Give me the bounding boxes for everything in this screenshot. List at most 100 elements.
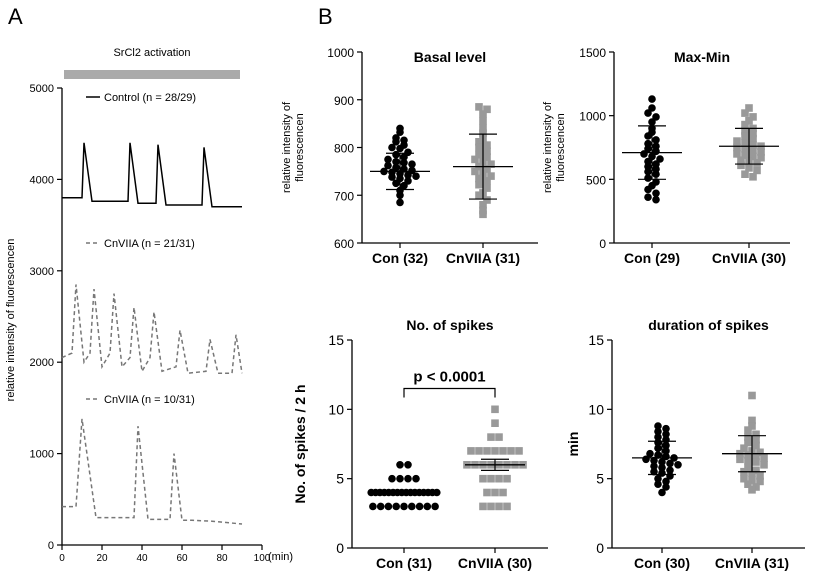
trace-series — [61, 142, 243, 525]
data-point — [404, 171, 412, 179]
plot-y-axis-label: relative intensity offluorescencen — [542, 101, 567, 193]
data-point — [495, 474, 503, 483]
y-axis-label-line: No. of spikes / 2 h — [292, 384, 308, 503]
data-point — [741, 170, 749, 178]
data-point — [369, 502, 377, 511]
data-point — [652, 136, 660, 144]
trace-y-tick-label: 0 — [48, 540, 54, 552]
plot-y-tick-label: 700 — [334, 189, 354, 203]
trace-x-axis-unit: (min) — [268, 551, 293, 563]
spike-duration-plot: duration of spikes min 0 5 10 15 Con (30) CnVII… — [565, 317, 805, 571]
data-point — [736, 455, 744, 464]
data-point — [483, 141, 491, 149]
data-point — [644, 174, 652, 182]
plot-y-tick-label: 0 — [336, 540, 344, 556]
data-point — [662, 483, 670, 491]
data-point — [741, 132, 749, 140]
data-point — [479, 502, 487, 511]
data-point — [748, 422, 756, 430]
data-point — [644, 145, 652, 153]
data-point — [650, 462, 658, 471]
plot-title: Max-Min — [674, 49, 730, 65]
group-label: Con (29) — [624, 250, 680, 266]
data-point — [749, 113, 757, 121]
data-point — [396, 191, 404, 200]
plot-y-tick-label: 0 — [596, 540, 604, 556]
data-point — [491, 447, 499, 455]
data-point — [752, 458, 760, 466]
group-label: Con (31) — [376, 555, 432, 571]
data-point — [744, 438, 752, 447]
plot-y-tick-label: 500 — [586, 173, 606, 187]
data-point — [748, 416, 756, 425]
plot-y-tick-label: 5 — [336, 471, 344, 487]
group-label: Con (32) — [372, 250, 428, 266]
y-axis-label-line: relative intensity of — [542, 101, 554, 193]
data-point — [644, 185, 652, 194]
data-point — [674, 461, 682, 469]
data-point — [507, 447, 515, 455]
group-label: CnVIIA (30) — [458, 555, 532, 571]
data-point — [642, 455, 650, 464]
trace-y-tick-label: 5000 — [30, 83, 54, 95]
data-point — [760, 454, 768, 462]
data-point — [471, 167, 479, 176]
data-point — [479, 201, 487, 209]
data-point — [396, 144, 404, 153]
data-point — [749, 152, 757, 161]
data-point — [392, 179, 400, 188]
data-point — [487, 502, 495, 511]
data-point — [388, 143, 396, 152]
data-point — [749, 146, 757, 154]
data-point — [479, 474, 487, 483]
plot-y-tick-label: 5 — [596, 471, 604, 487]
plot-y-tick-label: 15 — [588, 332, 604, 348]
data-point — [483, 196, 491, 204]
data-point — [388, 474, 396, 483]
data-point — [400, 159, 408, 167]
group-label: CnVIIA (31) — [715, 555, 789, 571]
significance-bracket — [403, 387, 496, 398]
data-point — [640, 150, 648, 158]
data-point — [479, 210, 487, 219]
plot-y-axis-label: min — [565, 432, 581, 457]
data-point — [741, 120, 749, 129]
plot-y-axis-label: No. of spikes / 2 h — [292, 384, 308, 503]
data-point — [483, 447, 491, 455]
data-point — [744, 480, 752, 488]
data-point — [749, 134, 757, 143]
trace-panel: SrCl2 activation relative intensity of f… — [5, 47, 293, 564]
data-point — [433, 488, 441, 497]
data-point — [412, 474, 420, 483]
data-point — [652, 195, 660, 204]
trace-y-tick-label: 4000 — [30, 174, 54, 186]
data-point — [479, 117, 487, 125]
data-point — [652, 170, 660, 178]
data-point — [483, 153, 491, 161]
data-point — [733, 137, 741, 145]
data-point — [748, 391, 756, 400]
data-point — [741, 109, 749, 117]
data-point — [392, 138, 400, 146]
data-point — [400, 153, 408, 161]
data-point — [479, 129, 487, 137]
data-point — [741, 139, 749, 147]
trace-line-cnviia-2 — [62, 418, 243, 525]
data-point — [483, 105, 491, 114]
data-point — [654, 451, 662, 459]
data-point — [749, 141, 757, 149]
significance-label: p < 0.0001 — [413, 369, 485, 386]
data-point — [475, 180, 483, 189]
data-point — [491, 419, 499, 427]
spikes-count-plot: No. of spikes No. of spikes / 2 h 0 5 10 15 Co… — [292, 317, 548, 571]
data-point — [745, 164, 753, 172]
data-point — [475, 447, 483, 455]
plot-y-tick-label: 15 — [328, 332, 344, 348]
data-point — [388, 173, 396, 181]
plot-title: duration of spikes — [648, 317, 769, 333]
data-point — [737, 161, 745, 170]
data-point — [648, 118, 656, 126]
data-point — [744, 426, 752, 434]
data-point — [650, 467, 658, 476]
